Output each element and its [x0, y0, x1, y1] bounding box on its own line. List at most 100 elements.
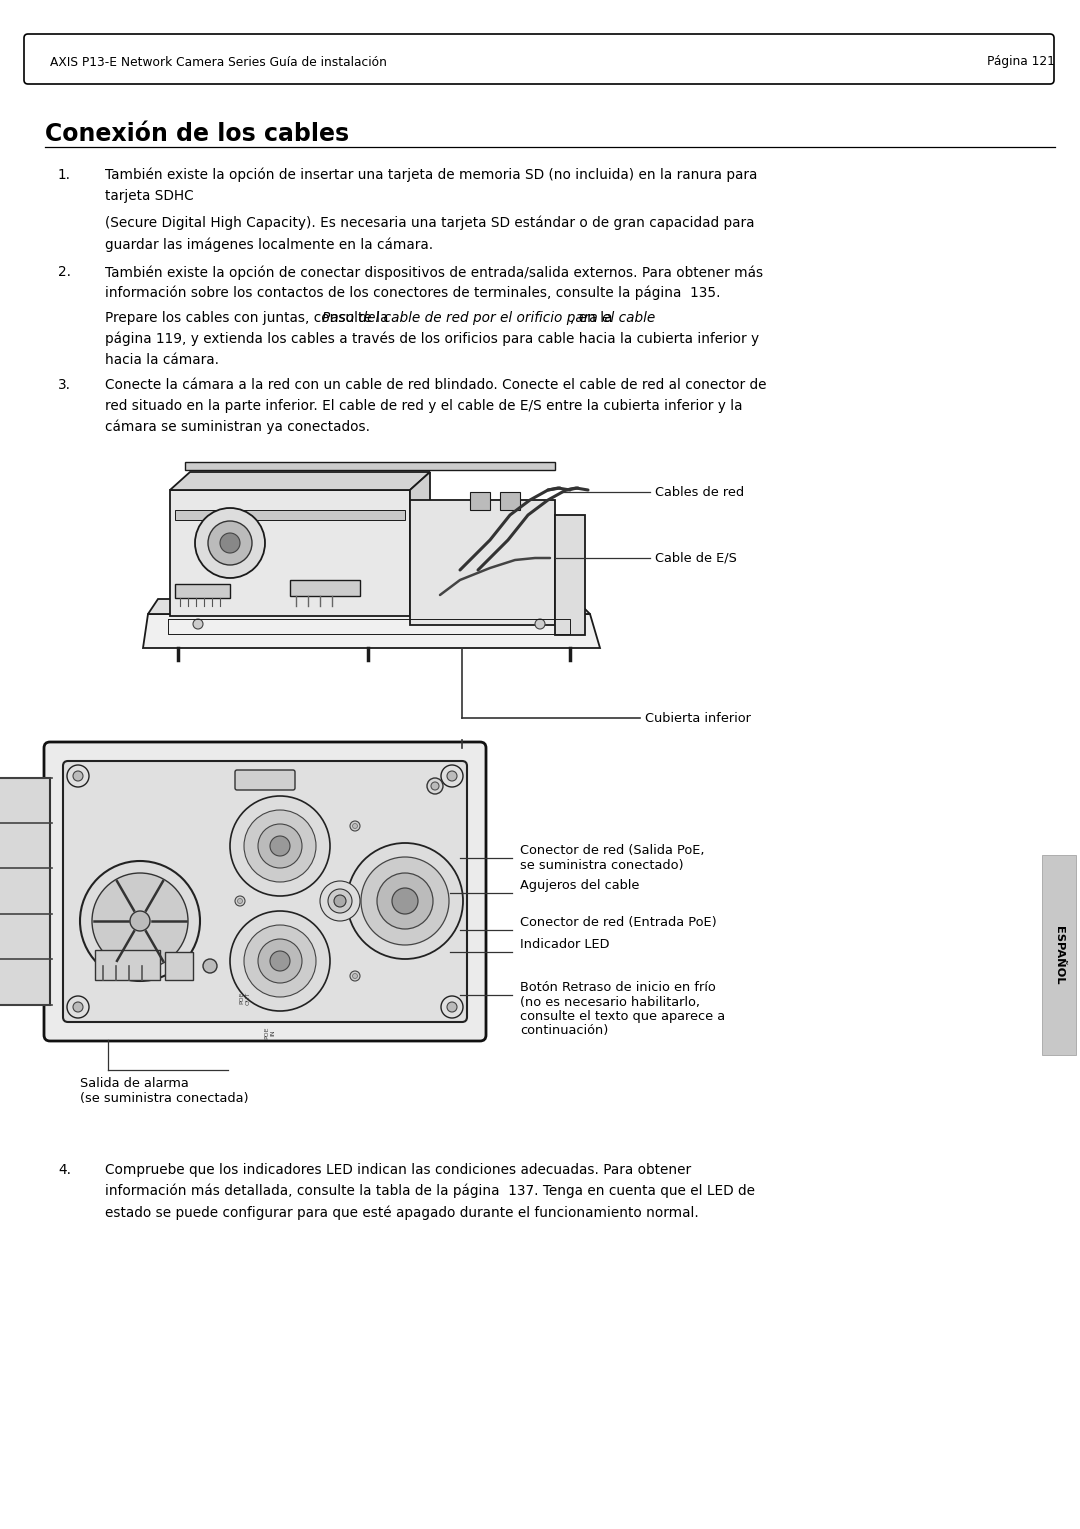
- Polygon shape: [148, 599, 590, 615]
- FancyBboxPatch shape: [235, 771, 295, 790]
- Text: Conecte la cámara a la red con un cable de red blindado. Conecte el cable de red: Conecte la cámara a la red con un cable …: [105, 378, 767, 391]
- Circle shape: [320, 881, 360, 920]
- Text: guardar las imágenes localmente en la cámara.: guardar las imágenes localmente en la cá…: [105, 237, 433, 251]
- Bar: [185, 462, 555, 469]
- Circle shape: [350, 821, 360, 830]
- Text: información sobre los contactos de los conectores de terminales, consulte la pág: información sobre los contactos de los c…: [105, 286, 720, 301]
- FancyBboxPatch shape: [24, 34, 1054, 84]
- Circle shape: [441, 764, 463, 787]
- Bar: [555, 515, 585, 635]
- Text: Conector de red (Entrada PoE): Conector de red (Entrada PoE): [519, 916, 717, 930]
- Circle shape: [238, 899, 243, 904]
- Circle shape: [258, 824, 302, 868]
- Text: Conexión de los cables: Conexión de los cables: [45, 122, 349, 145]
- Text: Botón Retraso de inicio en frío: Botón Retraso de inicio en frío: [519, 982, 716, 994]
- Circle shape: [352, 824, 357, 829]
- Circle shape: [92, 873, 188, 969]
- Circle shape: [67, 764, 89, 787]
- Text: se suministra conectado): se suministra conectado): [519, 859, 684, 872]
- Circle shape: [130, 911, 150, 931]
- Bar: [291, 579, 360, 596]
- Text: 4.: 4.: [58, 1164, 71, 1177]
- Circle shape: [203, 959, 217, 972]
- Circle shape: [244, 925, 316, 997]
- Circle shape: [230, 911, 330, 1011]
- Circle shape: [447, 771, 457, 781]
- Circle shape: [80, 861, 200, 982]
- Text: También existe la opción de insertar una tarjeta de memoria SD (no incluida) en : También existe la opción de insertar una…: [105, 168, 757, 182]
- Text: Cables de red: Cables de red: [654, 486, 744, 498]
- Bar: [165, 953, 193, 980]
- Circle shape: [350, 971, 360, 982]
- Text: 3.: 3.: [58, 378, 71, 391]
- Text: Página 121: Página 121: [987, 55, 1055, 69]
- Circle shape: [195, 508, 265, 578]
- Bar: [175, 584, 230, 598]
- Text: AXIS P13-E Network Camera Series Guía de instalación: AXIS P13-E Network Camera Series Guía de…: [50, 55, 387, 69]
- Circle shape: [535, 619, 545, 628]
- Bar: [175, 511, 405, 520]
- Bar: [1042, 855, 1076, 1055]
- Bar: [500, 492, 519, 511]
- Text: tarjeta SDHC: tarjeta SDHC: [105, 190, 193, 203]
- Text: Conector de red (Salida PoE,: Conector de red (Salida PoE,: [519, 844, 704, 856]
- Circle shape: [220, 534, 240, 553]
- Text: Agujeros del cable: Agujeros del cable: [519, 879, 639, 891]
- Circle shape: [67, 995, 89, 1018]
- FancyBboxPatch shape: [63, 761, 467, 1021]
- Text: Indicador LED: Indicador LED: [519, 937, 609, 951]
- Bar: [410, 500, 555, 625]
- Text: hacia la cámara.: hacia la cámara.: [105, 353, 219, 367]
- Text: POE
IN: POE IN: [265, 1027, 275, 1040]
- Text: Compruebe que los indicadores LED indican las condiciones adecuadas. Para obtene: Compruebe que los indicadores LED indica…: [105, 1164, 691, 1177]
- Text: , en la: , en la: [569, 310, 612, 326]
- Text: ESPAÑOL: ESPAÑOL: [1054, 925, 1064, 985]
- Circle shape: [244, 810, 316, 882]
- Text: 1.: 1.: [58, 168, 71, 182]
- Circle shape: [377, 873, 433, 930]
- Circle shape: [73, 1001, 83, 1012]
- Bar: [470, 492, 490, 511]
- Text: POE
OUT: POE OUT: [240, 991, 251, 1005]
- Polygon shape: [410, 472, 430, 616]
- Circle shape: [427, 778, 443, 794]
- Circle shape: [447, 1001, 457, 1012]
- Text: Prepare los cables con juntas, consulte la: Prepare los cables con juntas, consulte …: [105, 310, 393, 326]
- Text: consulte el texto que aparece a: consulte el texto que aparece a: [519, 1011, 725, 1023]
- Bar: [95, 950, 160, 980]
- Text: página 119, y extienda los cables a través de los orificios para cable hacia la : página 119, y extienda los cables a trav…: [105, 332, 759, 347]
- Circle shape: [347, 842, 463, 959]
- Bar: [0, 778, 50, 1005]
- Circle shape: [230, 797, 330, 896]
- Circle shape: [328, 888, 352, 913]
- Circle shape: [361, 856, 449, 945]
- Polygon shape: [143, 615, 600, 648]
- Circle shape: [193, 619, 203, 628]
- Circle shape: [270, 836, 291, 856]
- Text: (Secure Digital High Capacity). Es necesaria una tarjeta SD estándar o de gran c: (Secure Digital High Capacity). Es neces…: [105, 216, 755, 231]
- Text: Salida de alarma: Salida de alarma: [80, 1076, 189, 1090]
- Circle shape: [334, 894, 346, 907]
- Bar: [170, 489, 410, 616]
- Text: Cubierta inferior: Cubierta inferior: [645, 711, 751, 725]
- Circle shape: [441, 995, 463, 1018]
- Circle shape: [431, 781, 438, 790]
- Circle shape: [73, 771, 83, 781]
- Text: continuación): continuación): [519, 1024, 608, 1037]
- FancyBboxPatch shape: [44, 742, 486, 1041]
- Circle shape: [208, 521, 252, 566]
- Circle shape: [392, 888, 418, 914]
- Polygon shape: [170, 472, 430, 489]
- Text: (no es necesario habilitarlo,: (no es necesario habilitarlo,: [519, 995, 700, 1009]
- Text: Cable de E/S: Cable de E/S: [654, 552, 737, 564]
- Text: Paso del cable de red por el orificio para el cable: Paso del cable de red por el orificio pa…: [322, 310, 656, 326]
- Circle shape: [352, 974, 357, 979]
- Text: cámara se suministran ya conectados.: cámara se suministran ya conectados.: [105, 420, 370, 434]
- Text: También existe la opción de conectar dispositivos de entrada/salida externos. Pa: También existe la opción de conectar dis…: [105, 265, 764, 280]
- Text: estado se puede configurar para que esté apagado durante el funcionamiento norma: estado se puede configurar para que esté…: [105, 1205, 699, 1220]
- Text: red situado en la parte inferior. El cable de red y el cable de E/S entre la cub: red situado en la parte inferior. El cab…: [105, 399, 743, 413]
- Text: (se suministra conectada): (se suministra conectada): [80, 1092, 248, 1105]
- Circle shape: [235, 896, 245, 907]
- Text: 2.: 2.: [58, 265, 71, 278]
- Text: información más detallada, consulte la tabla de la página  137. Tenga en cuenta : información más detallada, consulte la t…: [105, 1183, 755, 1199]
